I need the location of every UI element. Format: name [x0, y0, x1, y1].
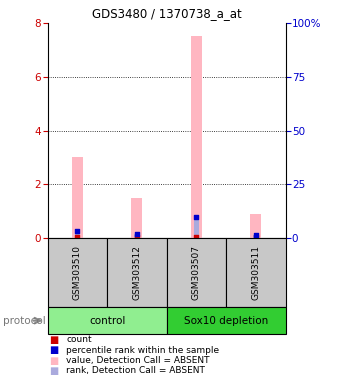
Text: ■: ■: [49, 366, 58, 376]
Point: [253, 232, 258, 238]
Text: GSM303510: GSM303510: [73, 245, 82, 300]
Text: Sox10 depletion: Sox10 depletion: [184, 316, 268, 326]
Bar: [167, 238, 226, 307]
Text: GSM303511: GSM303511: [251, 245, 260, 300]
Bar: [191, 36, 202, 238]
Bar: [132, 198, 142, 238]
Bar: [107, 238, 167, 307]
Text: protocol: protocol: [3, 316, 46, 326]
Text: rank, Detection Call = ABSENT: rank, Detection Call = ABSENT: [66, 366, 205, 376]
Text: ■: ■: [49, 345, 58, 355]
Title: GDS3480 / 1370738_a_at: GDS3480 / 1370738_a_at: [92, 7, 241, 20]
Bar: [72, 157, 83, 238]
Bar: [75, 231, 80, 238]
Bar: [194, 217, 199, 238]
Bar: [226, 238, 286, 307]
Bar: [253, 235, 258, 238]
Point: [193, 214, 199, 220]
Point: [74, 233, 80, 240]
Point: [193, 233, 199, 240]
Text: value, Detection Call = ABSENT: value, Detection Call = ABSENT: [66, 356, 210, 365]
Text: GSM303512: GSM303512: [132, 245, 141, 300]
Point: [74, 228, 80, 234]
Bar: [134, 234, 139, 238]
Text: control: control: [89, 316, 125, 326]
Point: [134, 231, 139, 237]
Bar: [48, 238, 107, 307]
Bar: [48, 307, 167, 334]
Point: [253, 233, 258, 240]
Text: count: count: [66, 335, 92, 344]
Point: [134, 233, 139, 240]
Bar: [167, 307, 286, 334]
Bar: [251, 214, 261, 238]
Text: GSM303507: GSM303507: [192, 245, 201, 300]
Text: ■: ■: [49, 335, 58, 345]
Text: ■: ■: [49, 356, 58, 366]
Text: percentile rank within the sample: percentile rank within the sample: [66, 346, 219, 355]
